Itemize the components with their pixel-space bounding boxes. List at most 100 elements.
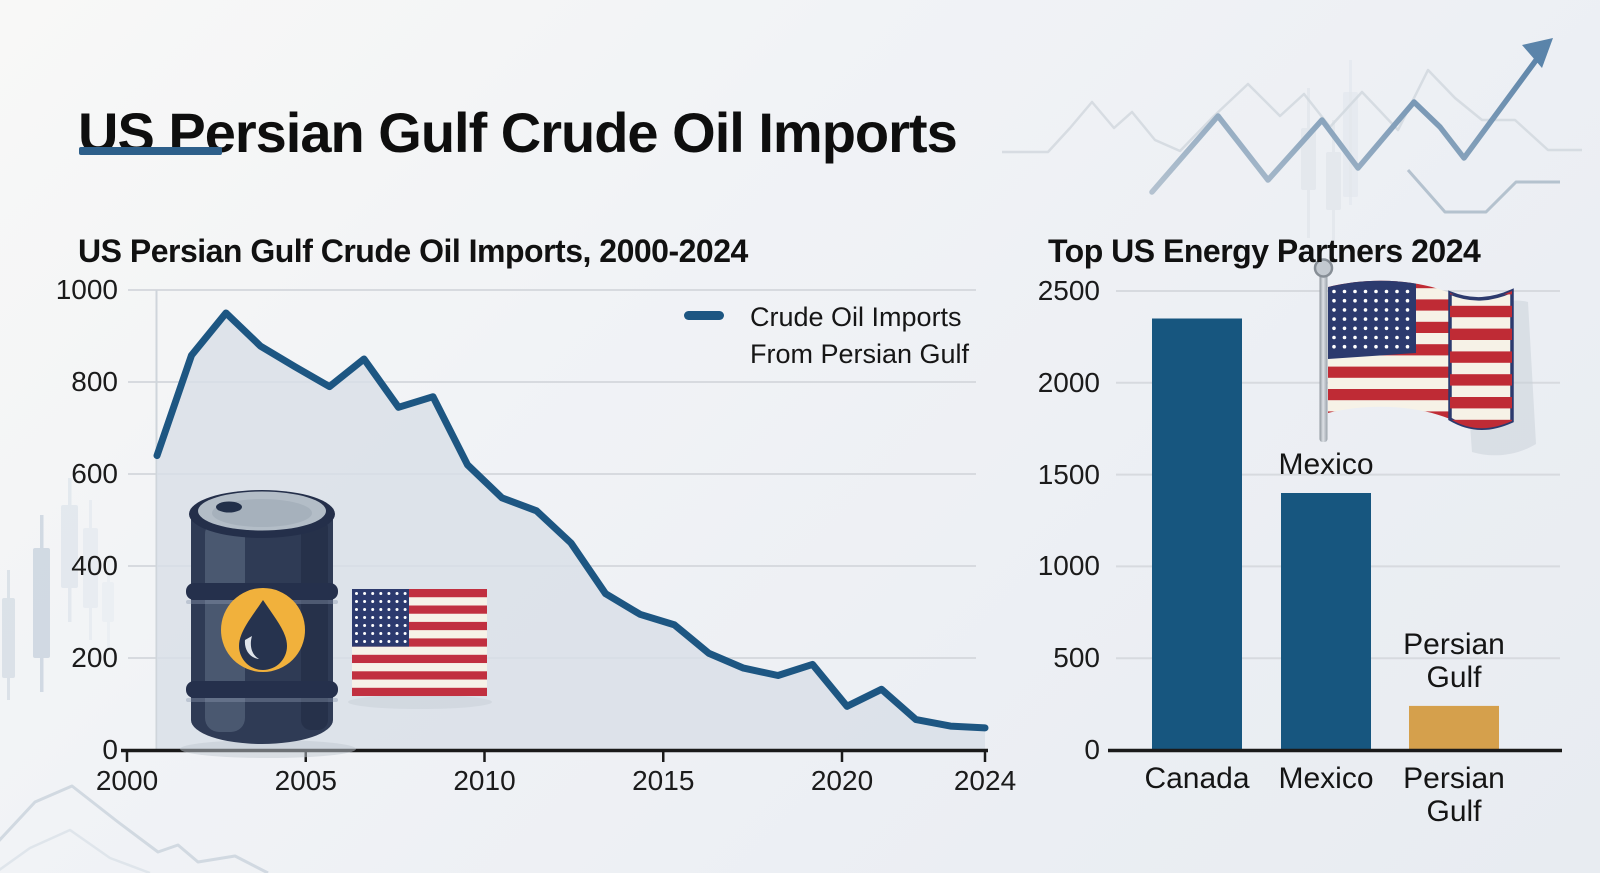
line-chart-ytick-0: 0 (102, 734, 118, 765)
flag-star (1384, 335, 1389, 340)
blue-zigzag-line (1149, 45, 1548, 195)
flag-star (1342, 335, 1347, 340)
flag-star (1353, 308, 1357, 312)
flag-star (1395, 308, 1399, 312)
flag-star (371, 640, 375, 643)
bar-top-label-mexico: Mexico (1278, 448, 1373, 481)
page-title: US Persian Gulf Crude Oil Imports (78, 100, 958, 164)
line-chart-xtick-2000: 2000 (95, 765, 159, 796)
flag-stripe (1328, 366, 1450, 378)
flag-stripe (1450, 351, 1512, 363)
flag-star (1384, 344, 1389, 349)
flag-star (403, 592, 407, 595)
flag-star (395, 616, 399, 619)
flag-star (363, 640, 367, 643)
flag-stripe (1450, 374, 1512, 386)
flag-star (387, 640, 391, 643)
bar-chart-xlabel-canada: Canada (1144, 762, 1249, 795)
flag-star (1374, 308, 1378, 312)
flag-star (403, 616, 407, 619)
bar-chart-ytick-2500: 2500 (1037, 275, 1100, 306)
flag-star (395, 632, 399, 635)
flag-star (1384, 317, 1389, 321)
flag-star (363, 624, 367, 627)
legend-line-swatch (684, 311, 724, 320)
flag-star (395, 600, 399, 603)
flag-star (363, 616, 367, 619)
flag-star (379, 624, 383, 627)
flag-star (1395, 317, 1399, 321)
flag-star (1342, 344, 1347, 349)
flag-star (1353, 317, 1357, 321)
mountain-line-decoration (0, 784, 269, 873)
flag-star (1353, 335, 1357, 340)
flag-star (371, 632, 375, 635)
flag-star (1384, 326, 1389, 331)
line-chart-ytick-200: 200 (71, 642, 118, 673)
flag-star (371, 624, 375, 627)
thin-blue-line (1406, 169, 1560, 214)
flag-star (1405, 317, 1410, 321)
bar-top-label-persian-gulf-line: Gulf (1426, 660, 1482, 694)
flag-star (1405, 308, 1410, 312)
flag-star (1374, 298, 1378, 303)
flag-star (1395, 344, 1399, 349)
flag-stripe (1328, 411, 1450, 419)
flag-star (355, 624, 358, 627)
flag-star (355, 600, 358, 603)
flag-star (355, 592, 358, 595)
flag-star (355, 616, 358, 619)
bar-chart-xlabel-persian-gulf-line: Gulf (1426, 795, 1482, 828)
line-chart-xtick-2020: 2020 (810, 765, 874, 796)
flag-stripe (1450, 397, 1512, 409)
line-chart-xtick-2010: 2010 (453, 765, 516, 796)
flag-star (1405, 298, 1410, 303)
flag-star (403, 632, 407, 635)
flag-star (387, 600, 391, 603)
line-chart-ytick-800: 800 (71, 366, 118, 397)
bar-mexico (1281, 493, 1371, 750)
bar-chart-title: Top US Energy Partners 2024 (1048, 232, 1481, 269)
flag-stripe (1450, 419, 1512, 429)
bar-chart-ytick-1500: 1500 (1037, 458, 1100, 490)
flag-star (1363, 289, 1368, 294)
flag-stripe (1328, 389, 1450, 401)
flag-star (1363, 344, 1368, 349)
flag-star (355, 608, 358, 611)
bar-chart-ytick-0: 0 (1084, 734, 1100, 765)
flag-star (363, 632, 367, 635)
waving-us-flag-icon (1313, 258, 1536, 456)
bar-chart-bars (1152, 318, 1499, 750)
flag-star (1384, 289, 1389, 294)
flag-star (1353, 344, 1357, 349)
legend-label: Crude Oil Imports From Persian Gulf (750, 299, 969, 373)
title-underline (79, 147, 222, 155)
candlestick-decoration-left (2, 478, 114, 700)
flag-star (403, 600, 407, 603)
flag-star (387, 616, 391, 619)
flag-star (1332, 335, 1336, 340)
bar-chart-ytick-500: 500 (1053, 642, 1100, 674)
bar-top-label-persian-gulf-line: Persian (1403, 627, 1505, 661)
us-flag-icon (348, 589, 492, 709)
flag-star (1363, 335, 1368, 340)
gray-zigzag-line (1002, 68, 1582, 154)
flag-star (395, 624, 399, 627)
flag-star (1353, 289, 1357, 294)
flag-star (1332, 308, 1336, 312)
flag-star (1405, 326, 1410, 331)
flag-stripe (1450, 305, 1512, 318)
bar-top-label-persian-gulf: Persian Gulf (1403, 628, 1505, 694)
flag-star (1374, 344, 1378, 349)
bar-chart-xlabel-mexico-line: Mexico (1278, 762, 1374, 795)
flag-star (1332, 344, 1336, 349)
candlestick-icon (1301, 60, 1358, 250)
flag-star (363, 592, 367, 595)
bar-canada (1152, 318, 1242, 750)
flag-star (1395, 289, 1399, 294)
line-chart-ytick-1000: 1000 (55, 274, 118, 305)
bar-chart-xlabel-canada-line: Canada (1144, 762, 1250, 795)
line-chart-title: US Persian Gulf Crude Oil Imports, 2000-… (78, 232, 748, 269)
flag-star (387, 592, 391, 595)
